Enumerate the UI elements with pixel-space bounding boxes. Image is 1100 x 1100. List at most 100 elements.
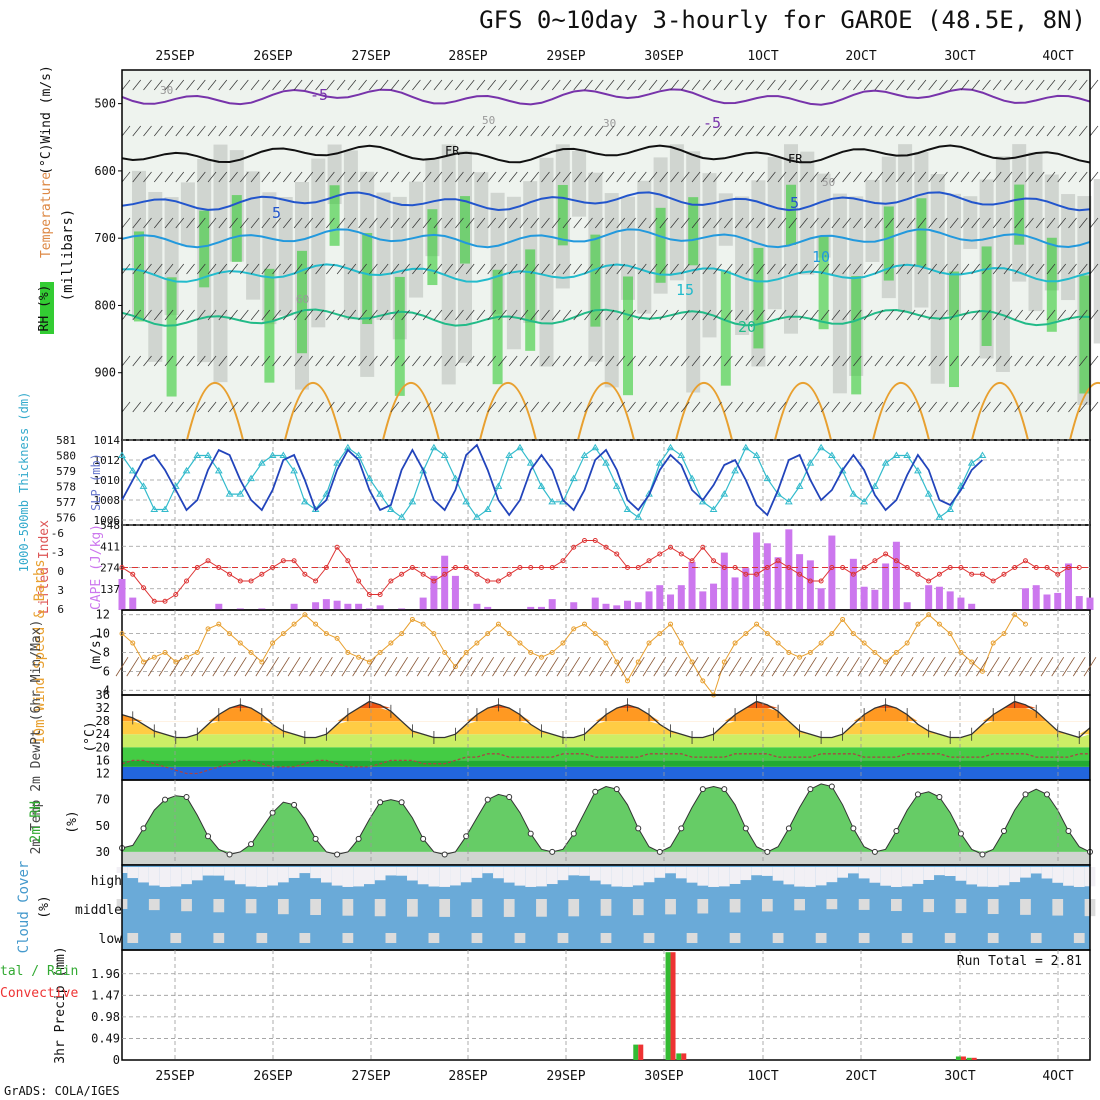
cloud-high-gap: [503, 867, 515, 883]
wind-barb: [530, 355, 539, 367]
thickness-point: [376, 490, 385, 497]
wind-barb-10m: [717, 657, 731, 677]
wind-barb: [756, 401, 765, 413]
wind-barb: [681, 263, 690, 275]
wind-barb: [853, 217, 862, 229]
cloud-low-gap: [213, 933, 225, 943]
cape-bar: [118, 578, 126, 610]
wind-barb: [992, 355, 1002, 367]
slp-tick-label: 1012: [94, 454, 121, 467]
wind-barb: [240, 309, 249, 321]
wind-barb: [476, 171, 486, 183]
wind-barb: [358, 125, 367, 137]
wind-speed-point: [775, 640, 781, 646]
wind-barb: [369, 171, 378, 183]
wind-barb: [777, 79, 787, 91]
wind-barb: [207, 171, 217, 183]
slp-tick-label: 1008: [94, 494, 121, 507]
temp-tick-label: 12: [96, 766, 110, 780]
rh-point: [355, 835, 362, 842]
cloud-tick-label: high: [91, 874, 122, 889]
rh-green-band: [1046, 237, 1057, 332]
wind-barb: [971, 355, 980, 367]
wind-barb: [347, 217, 357, 229]
wind-barb: [724, 401, 733, 413]
wind-speed-point: [151, 654, 157, 660]
thickness-point: [247, 474, 255, 482]
wind-barb: [562, 401, 572, 413]
wind-barb: [885, 263, 894, 275]
wind-barb: [132, 355, 142, 367]
wind-barb: [455, 171, 464, 183]
wind-barb: [670, 171, 679, 183]
top-date-label: 4OCT: [1042, 49, 1073, 64]
wind-barb: [283, 217, 292, 229]
wind-barb-10m: [201, 657, 215, 677]
wind-barb: [1025, 309, 1034, 321]
wind-barb: [810, 263, 819, 275]
li-point: [786, 565, 792, 570]
thickness-point: [494, 482, 503, 489]
wind-barb: [734, 217, 744, 229]
wind-barb: [261, 263, 271, 275]
li-point: [151, 598, 157, 604]
wind-barb: [487, 125, 496, 137]
thickness-point: [419, 466, 428, 474]
wind-barb: [616, 355, 626, 367]
wind-barb: [949, 217, 959, 229]
rh-point: [592, 788, 599, 795]
cape-bar: [935, 586, 943, 610]
wind-barb: [971, 125, 980, 137]
wind-barb: [1068, 355, 1077, 367]
rh-green-band: [818, 236, 829, 330]
contour-label: 20: [738, 318, 756, 336]
wind-barb: [842, 125, 851, 137]
wind-barb: [465, 309, 475, 321]
cloud-high-gap: [1052, 867, 1064, 883]
wind-barb: [756, 309, 765, 321]
wind-barb-10m: [631, 657, 645, 677]
wind-barb: [842, 79, 851, 91]
wind-barb: [788, 355, 798, 367]
wind-barb: [422, 125, 432, 137]
contour-label: 10: [812, 248, 830, 266]
wind-barb-10m: [1062, 657, 1075, 677]
wind-barb: [390, 171, 400, 183]
wind-barb: [627, 217, 636, 229]
li-point: [1033, 565, 1039, 570]
wind-barb: [691, 217, 701, 229]
wind-barb: [401, 217, 410, 229]
wind-barb-10m: [879, 657, 892, 677]
wind-barb-10m: [223, 657, 236, 677]
wind-barb: [627, 309, 636, 321]
thickness-point: [516, 443, 524, 451]
wind-barb: [455, 401, 464, 413]
wind-barb: [401, 125, 410, 137]
precip-legend-convective: Convective: [0, 986, 78, 1001]
wind-barb: [928, 171, 937, 183]
rh-gray-band: [832, 193, 847, 394]
thickness-point: [784, 497, 793, 505]
li-point: [538, 565, 544, 570]
wind-barb: [498, 401, 507, 413]
pressure-tick-label: 700: [94, 231, 116, 245]
wind-barb: [240, 355, 249, 367]
wind-barb: [594, 79, 604, 91]
rh-point: [699, 786, 706, 793]
wind-barb: [207, 401, 217, 413]
cloud-middle-gap: [536, 899, 547, 917]
thickness-point: [666, 443, 675, 451]
thickness-point: [150, 505, 159, 513]
li-point: [657, 551, 663, 557]
rh-green-band: [297, 250, 307, 354]
wind-barb: [153, 125, 163, 137]
wind-barb-10m: [1040, 657, 1054, 677]
isotherm-line: [121, 228, 1091, 249]
wind-barb-10m: [298, 657, 312, 677]
wind-barb: [1068, 309, 1077, 321]
wind-barb: [896, 355, 905, 367]
wind-barb: [401, 263, 410, 275]
cape-bar: [871, 589, 879, 610]
wind-barb-10m: [1083, 657, 1097, 677]
wind-barb: [412, 263, 421, 275]
